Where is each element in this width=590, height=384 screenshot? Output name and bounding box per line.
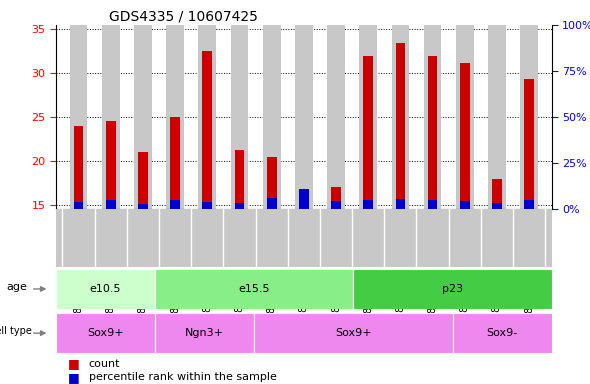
- Text: Sox9-: Sox9-: [487, 328, 517, 338]
- Bar: [363, 200, 373, 209]
- Bar: [359, 25, 377, 209]
- Bar: [74, 126, 83, 209]
- Bar: [102, 25, 120, 209]
- Bar: [267, 198, 277, 209]
- Text: count: count: [88, 359, 120, 369]
- Bar: [488, 25, 506, 209]
- Bar: [138, 152, 148, 209]
- Bar: [395, 43, 405, 209]
- Bar: [331, 187, 341, 209]
- Bar: [166, 25, 184, 209]
- Bar: [155, 313, 254, 353]
- Bar: [424, 25, 441, 209]
- Bar: [254, 313, 453, 353]
- Bar: [460, 201, 470, 209]
- Bar: [460, 63, 470, 209]
- Bar: [106, 121, 116, 209]
- Bar: [198, 25, 216, 209]
- Bar: [56, 269, 155, 309]
- Bar: [299, 189, 309, 209]
- Bar: [295, 25, 313, 209]
- Bar: [428, 200, 437, 209]
- Bar: [353, 269, 552, 309]
- Text: ■: ■: [68, 358, 80, 371]
- Bar: [363, 56, 373, 209]
- Bar: [74, 202, 83, 209]
- Bar: [520, 25, 538, 209]
- Bar: [428, 56, 437, 209]
- Text: p23: p23: [442, 284, 463, 294]
- Bar: [138, 204, 148, 209]
- Bar: [525, 78, 534, 209]
- Bar: [456, 25, 474, 209]
- Bar: [331, 201, 341, 209]
- Bar: [492, 203, 502, 209]
- Bar: [202, 51, 212, 209]
- Bar: [525, 200, 534, 209]
- Text: ■: ■: [68, 371, 80, 384]
- Text: Ngn3+: Ngn3+: [185, 328, 224, 338]
- Bar: [395, 199, 405, 209]
- Bar: [235, 203, 244, 209]
- Bar: [202, 202, 212, 209]
- Bar: [106, 200, 116, 209]
- Bar: [155, 269, 353, 309]
- Bar: [171, 117, 180, 209]
- Text: age: age: [6, 282, 27, 292]
- Bar: [263, 25, 280, 209]
- Bar: [267, 157, 277, 209]
- Text: e15.5: e15.5: [238, 284, 270, 294]
- Bar: [327, 25, 345, 209]
- Text: e10.5: e10.5: [90, 284, 122, 294]
- Bar: [231, 25, 248, 209]
- Text: percentile rank within the sample: percentile rank within the sample: [88, 372, 276, 382]
- Bar: [235, 150, 244, 209]
- Bar: [492, 179, 502, 209]
- Bar: [134, 25, 152, 209]
- Text: GDS4335 / 10607425: GDS4335 / 10607425: [109, 10, 258, 23]
- Bar: [299, 203, 309, 209]
- Bar: [56, 313, 155, 353]
- Text: Sox9+: Sox9+: [87, 328, 124, 338]
- Bar: [171, 200, 180, 209]
- Bar: [392, 25, 409, 209]
- Text: Sox9+: Sox9+: [335, 328, 372, 338]
- Bar: [70, 25, 87, 209]
- Bar: [453, 313, 552, 353]
- Text: cell type: cell type: [0, 326, 32, 336]
